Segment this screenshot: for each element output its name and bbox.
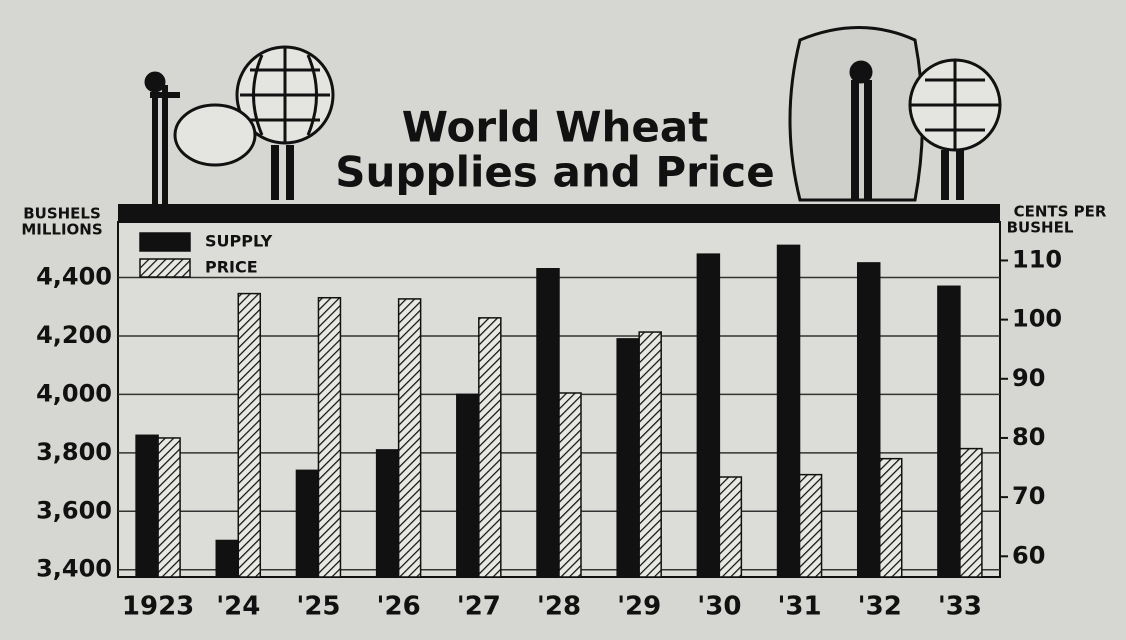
bar <box>858 263 880 577</box>
bar <box>399 299 421 577</box>
legend-label: PRICE <box>205 258 258 277</box>
y-tick-label: 3,800 <box>36 438 112 466</box>
legend-label: SUPPLY <box>205 232 273 251</box>
bar <box>158 438 180 577</box>
x-tick-label: '30 <box>697 592 741 622</box>
top-bar <box>118 204 1000 222</box>
y2-tick-label: 100 <box>1012 305 1062 333</box>
bar <box>296 470 318 577</box>
chart-title: World Wheat <box>402 103 709 152</box>
x-tick-label: 1923 <box>122 592 194 622</box>
x-tick-label: '31 <box>777 592 821 622</box>
bar <box>778 245 800 577</box>
bar <box>537 269 559 577</box>
chart: World Wheat Supplies and Price BUSHELS M… <box>0 0 1126 640</box>
y-axis-label: MILLIONS <box>21 221 102 239</box>
x-tick-label: '25 <box>296 592 340 622</box>
y2-tick-label: 60 <box>1012 541 1045 569</box>
x-tick-label: '27 <box>457 592 501 622</box>
bar <box>216 540 238 577</box>
y-tick-label: 4,400 <box>36 263 112 291</box>
x-tick-label: '26 <box>377 592 421 622</box>
bar <box>457 394 479 577</box>
x-tick-label: '28 <box>537 592 581 622</box>
bar <box>697 254 719 577</box>
legend-swatch <box>140 233 190 251</box>
chart-title: Supplies and Price <box>335 148 774 197</box>
bar <box>377 450 399 577</box>
y2-axis-label: BUSHEL <box>1007 219 1074 237</box>
bar <box>800 475 822 577</box>
y-tick-label: 3,600 <box>36 496 112 524</box>
y-tick-label: 4,200 <box>36 321 112 349</box>
bar <box>559 393 581 577</box>
y2-tick-label: 70 <box>1012 482 1045 510</box>
x-tick-label: '24 <box>216 592 260 622</box>
bar <box>880 459 902 577</box>
x-tick-label: '33 <box>938 592 982 622</box>
x-tick-label: '32 <box>858 592 902 622</box>
bar <box>719 477 741 577</box>
legend-swatch <box>140 259 190 277</box>
bar <box>136 435 158 577</box>
y-tick-label: 3,400 <box>36 555 112 583</box>
bar <box>617 339 639 577</box>
bar <box>960 449 982 577</box>
y2-tick-label: 90 <box>1012 364 1045 392</box>
y2-tick-label: 80 <box>1012 423 1045 451</box>
bar <box>938 286 960 577</box>
bar <box>639 332 661 577</box>
bar <box>479 318 501 577</box>
bar <box>238 294 260 577</box>
bar <box>318 298 340 577</box>
y-tick-label: 4,000 <box>36 379 112 407</box>
x-tick-label: '29 <box>617 592 661 622</box>
y2-tick-label: 110 <box>1012 245 1062 273</box>
